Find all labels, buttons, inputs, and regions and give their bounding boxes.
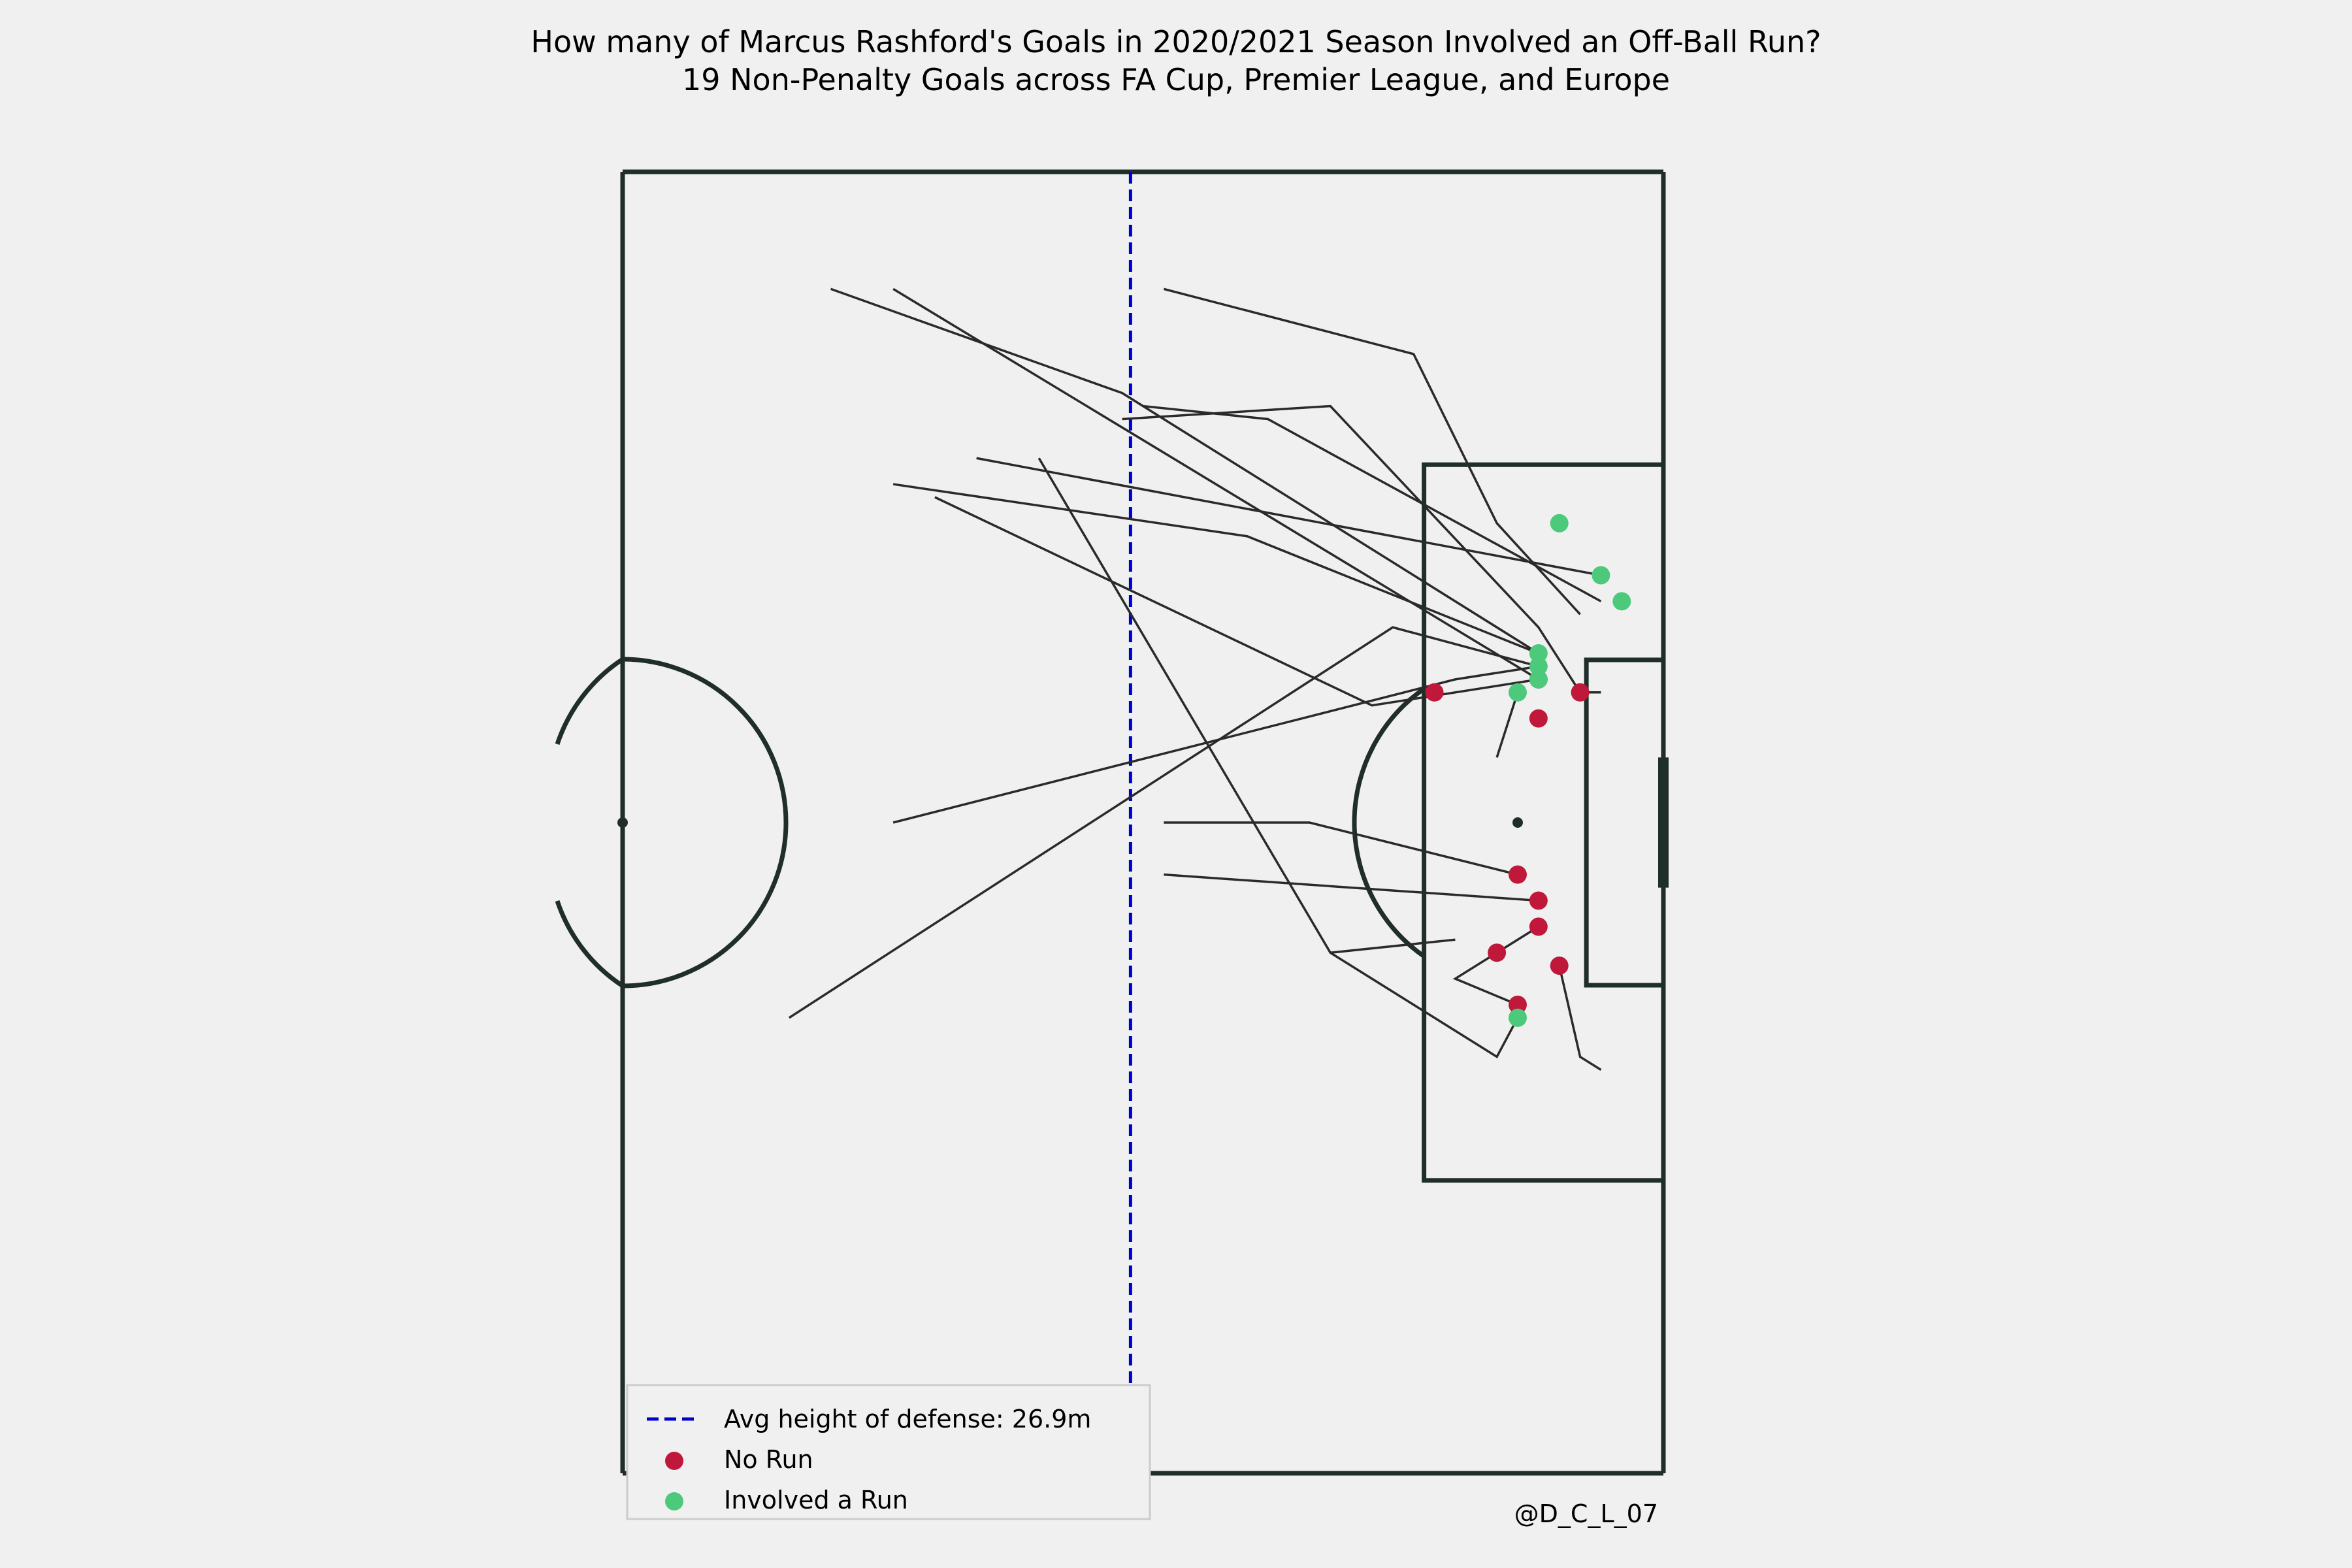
no-run-point-2: [1571, 683, 1590, 702]
no-run-point-3: [1425, 683, 1444, 702]
legend-involved-run-label: Involved a Run: [724, 1486, 908, 1514]
run-path-14: [1452, 925, 1539, 1006]
run-point-5: [1529, 644, 1548, 663]
run-path-1: [892, 287, 1539, 681]
legend-involved-run-swatch: [665, 1492, 683, 1511]
no-run-point-1: [1529, 709, 1548, 728]
run-path-12: [1037, 457, 1519, 1059]
legend: Avg height of defense: 26.9m No Run Invo…: [626, 1384, 1151, 1520]
run-path-7: [934, 496, 1539, 707]
no-run-point-7: [1550, 956, 1569, 975]
chart-title: How many of Marcus Rashford's Goals in 2…: [531, 24, 1821, 59]
center-spot: [617, 817, 628, 828]
run-point-2: [1612, 592, 1631, 611]
chart-subtitle: 19 Non-Penalty Goals across FA Cup, Prem…: [682, 62, 1670, 97]
center-circle-left-edge-lower: [555, 900, 624, 988]
legend-background: [626, 1384, 1151, 1520]
run-path-3: [976, 457, 1601, 577]
run-path-10: [1164, 821, 1518, 876]
pitch: [555, 169, 1669, 1476]
run-point-7: [1508, 1008, 1527, 1027]
run-path-8: [788, 626, 1539, 1019]
penalty-area: [1422, 462, 1663, 1183]
center-circle: [622, 657, 789, 988]
penalty-arc: [1352, 687, 1426, 958]
run-path-9: [892, 665, 1539, 824]
six-yard-box: [1584, 657, 1663, 988]
run-path-0: [830, 287, 1539, 655]
run-point-3: [1529, 670, 1548, 689]
run-point-4: [1529, 657, 1548, 676]
no-run-point-4: [1508, 865, 1527, 884]
no-run-point-8: [1508, 995, 1527, 1014]
run-path-6: [1163, 287, 1581, 615]
run-paths: [788, 287, 1602, 1071]
legend-no-run-swatch: [665, 1452, 683, 1470]
legend-defense-line-label: Avg height of defense: 26.9m: [724, 1405, 1091, 1433]
author-credit: @D_C_L_07: [1514, 1499, 1658, 1528]
run-point-1: [1592, 566, 1610, 585]
run-point-6: [1508, 683, 1527, 702]
no-run-point-5: [1529, 891, 1548, 910]
no-run-point-6: [1529, 917, 1548, 936]
run-path-11: [1164, 873, 1539, 902]
no-run-point-0: [1488, 943, 1507, 962]
run-path-13: [1330, 938, 1456, 954]
run-path-16: [1495, 692, 1519, 758]
run-path-15: [1558, 965, 1602, 1071]
goal-points: [1425, 514, 1631, 1027]
center-circle-left-edge: [555, 657, 624, 745]
run-path-5: [1143, 404, 1602, 602]
run-point-0: [1550, 514, 1569, 532]
legend-no-run-label: No Run: [724, 1445, 813, 1474]
run-path-2: [892, 483, 1539, 655]
penalty-spot: [1512, 817, 1523, 828]
